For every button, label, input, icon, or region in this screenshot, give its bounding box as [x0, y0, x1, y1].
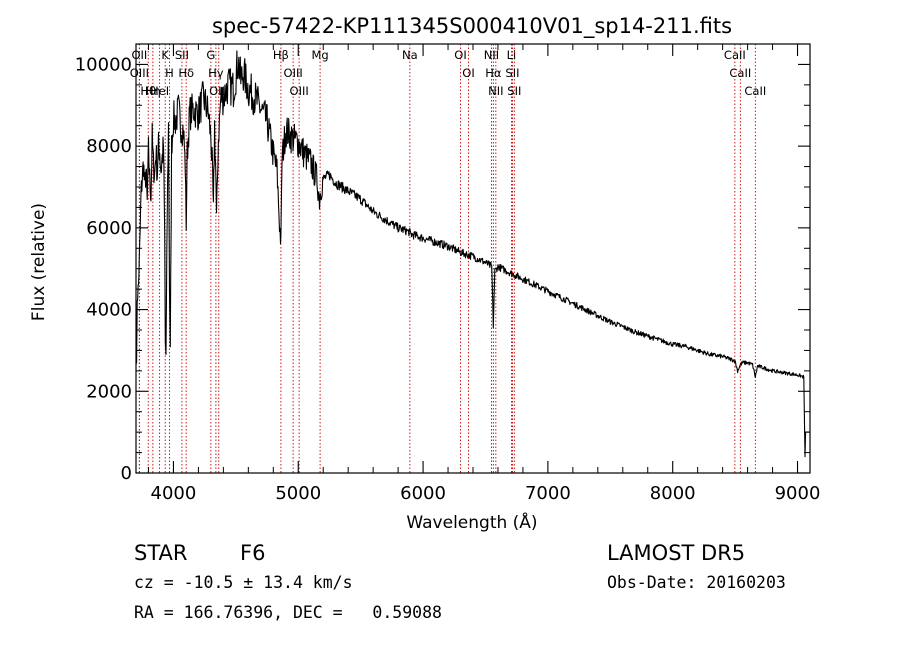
line-label-24: SII	[507, 84, 521, 98]
survey-name: LAMOST DR5	[607, 541, 746, 565]
line-label-7: SII	[175, 48, 189, 62]
line-label-16: Na	[402, 48, 418, 62]
plot-frame	[135, 43, 811, 474]
x-tick-label: 7000	[525, 483, 571, 504]
line-label-10: Hγ	[208, 66, 224, 80]
line-label-8: Hδ	[178, 66, 194, 80]
y-tick-label: 2000	[86, 381, 132, 402]
chart-title: spec-57422-KP111345S000410V01_sp14-211.f…	[212, 14, 732, 39]
line-label-0: Hθ	[140, 84, 156, 98]
y-tick-label: 10000	[75, 54, 132, 75]
x-tick-label: 8000	[650, 483, 696, 504]
object-subclass: F6	[240, 541, 266, 565]
line-label-17: OI	[454, 48, 466, 62]
line-label-1: OII	[131, 48, 147, 62]
line-label-22: Li	[507, 48, 517, 62]
line-label-12: Hβ	[273, 48, 289, 62]
line-label-25: CaII	[724, 48, 746, 62]
x-axis: 4000 5000 6000 7000 8000 9000	[147, 44, 821, 504]
line-label-26: CaII	[729, 66, 751, 80]
line-label-4: OIII	[130, 66, 149, 80]
line-label-2: HeI	[150, 84, 169, 98]
line-label-3: Hη	[145, 84, 161, 98]
y-tick-label: 0	[121, 463, 132, 484]
object-class: STAR	[134, 541, 188, 565]
redshift-velocity: cz = -10.5 ± 13.4 km/s	[134, 573, 353, 592]
line-label-15: Mg	[311, 48, 328, 62]
y-axis-label: Flux (relative)	[29, 203, 49, 321]
y-tick-label: 4000	[86, 300, 132, 321]
line-label-19: NII	[484, 48, 499, 62]
line-label-9: G	[206, 48, 215, 62]
line-label-23: SII	[505, 66, 519, 80]
y-tick-label: 6000	[86, 218, 132, 239]
x-tick-label: 9000	[775, 483, 821, 504]
x-tick-label: 4000	[151, 483, 197, 504]
line-label-5: K	[161, 48, 169, 62]
line-label-13: OIII	[284, 66, 303, 80]
line-label-27: CaII	[744, 84, 766, 98]
spectral-line-markers	[138, 44, 756, 473]
x-axis-label: Wavelength (Å)	[406, 511, 537, 533]
observation-date: Obs-Date: 20160203	[607, 573, 786, 592]
line-label-21: NII	[488, 84, 503, 98]
coordinates: RA = 166.76396, DEC = 0.59088	[134, 603, 442, 622]
line-label-14: OIII	[290, 84, 309, 98]
line-label-18: OI	[462, 66, 474, 80]
line-label-20: Hα	[485, 66, 502, 80]
spectrum-line	[135, 50, 811, 458]
y-tick-label: 8000	[86, 136, 132, 157]
line-label-6: H	[165, 66, 174, 80]
y-axis: 0 2000 4000 6000 8000 10000	[75, 54, 810, 484]
x-tick-label: 5000	[275, 483, 321, 504]
x-tick-label: 6000	[400, 483, 446, 504]
